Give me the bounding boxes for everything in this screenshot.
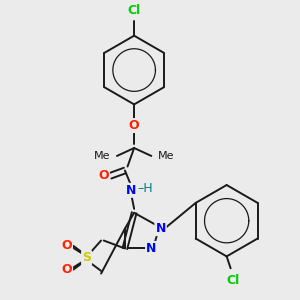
Text: O: O [61, 239, 72, 252]
Text: Cl: Cl [128, 4, 141, 17]
Text: S: S [82, 251, 91, 264]
Text: N: N [155, 222, 166, 235]
Text: Me: Me [158, 151, 174, 161]
Text: N: N [126, 184, 137, 197]
Text: –H: –H [137, 182, 152, 196]
Text: N: N [146, 242, 157, 255]
Text: O: O [129, 119, 140, 132]
Text: O: O [61, 263, 72, 276]
Text: Cl: Cl [226, 274, 240, 287]
Text: O: O [98, 169, 109, 182]
Text: Me: Me [94, 151, 110, 161]
